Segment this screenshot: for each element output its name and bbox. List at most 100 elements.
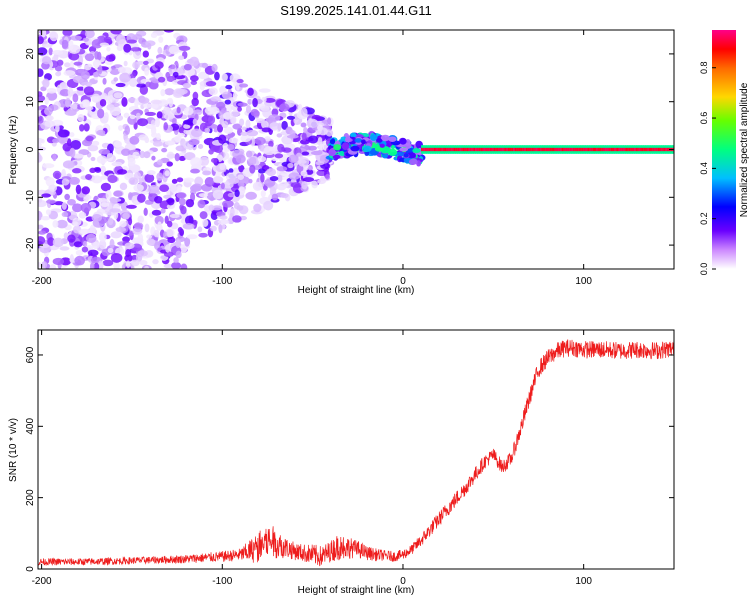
spectrogram-band-core	[442, 147, 446, 152]
spectrogram-cell	[184, 236, 191, 247]
spectrogram-x-tick-label: -200	[32, 276, 52, 287]
spectrogram-cell	[228, 168, 234, 174]
spectrogram-band-core	[627, 147, 630, 152]
spectrogram-band-core	[549, 147, 552, 152]
spectrogram-cell	[45, 115, 54, 121]
spectrogram-band-core	[552, 147, 556, 152]
spectrogram-cell	[151, 209, 162, 216]
spectrogram-cell	[92, 140, 100, 147]
spectrogram-cell	[240, 131, 249, 136]
spectrogram-cell	[56, 219, 68, 229]
spectrogram-band-core	[563, 147, 567, 152]
colorbar-tick-label: 0.0	[699, 263, 709, 276]
spectrogram-cell	[208, 204, 215, 212]
spectrogram-cell	[132, 61, 141, 69]
spectrogram-cell	[173, 257, 179, 264]
spectrogram-cell	[68, 52, 80, 61]
spectrogram-cell	[156, 111, 163, 119]
spectrogram-cell	[178, 55, 185, 60]
spectrogram-cell	[116, 115, 124, 121]
spectrogram-band-core	[619, 147, 623, 152]
spectrogram-cell	[239, 118, 245, 127]
spectrogram-cell	[219, 162, 226, 171]
spectrogram-cell	[38, 152, 41, 163]
spectrogram-cell	[238, 83, 249, 88]
spectrogram-cell	[91, 213, 103, 222]
spectrogram-cell	[301, 131, 307, 142]
spectrogram-cell	[204, 176, 215, 187]
spectrogram-cell	[281, 120, 288, 130]
spectrogram-cell	[237, 106, 242, 112]
spectrogram-cell	[152, 259, 159, 265]
spectrogram-cell	[100, 175, 108, 180]
snr-x-tick-label: -100	[212, 576, 232, 587]
spectrogram-cell	[218, 134, 227, 145]
spectrogram-cell	[91, 39, 103, 49]
spectrogram-cell	[133, 49, 142, 60]
spectrogram-cell	[158, 36, 164, 43]
spectrogram-cell	[100, 202, 109, 208]
spectrogram-cell	[123, 60, 128, 67]
spectrogram-cell	[198, 232, 208, 238]
spectrogram-cell	[151, 155, 156, 161]
spectrogram-cell	[116, 169, 128, 175]
colorbar-tick-label: 0.4	[699, 162, 709, 175]
spectrogram-cell	[217, 219, 230, 225]
spectrogram-cell	[70, 139, 82, 150]
spectrogram-cell	[121, 97, 128, 107]
spectrogram-cell	[232, 123, 243, 130]
spectrogram-cell	[92, 241, 100, 250]
spectrogram-cell	[38, 110, 42, 117]
spectrogram-band-core	[536, 147, 539, 152]
spectrogram-band-core	[625, 147, 628, 152]
spectrogram-cell	[52, 220, 59, 228]
spectrogram-band-core	[525, 147, 529, 152]
spectrogram-band-core	[646, 147, 650, 152]
spectrogram-cell	[85, 135, 94, 142]
spectrogram-cell	[182, 82, 192, 89]
spectrogram-band-core	[533, 147, 536, 152]
spectrogram-cell	[41, 56, 52, 65]
spectrogram-cell	[123, 43, 132, 53]
spectrogram-cell	[262, 108, 272, 118]
spectrogram-cell	[399, 137, 407, 145]
spectrogram-cell	[110, 252, 123, 263]
spectrogram-cell	[315, 161, 325, 166]
colorbar-ticks: 0.0 0.2 0.4 0.6 0.8	[699, 61, 716, 275]
spectrogram-band-core	[460, 147, 464, 152]
spectrogram-cell	[146, 238, 156, 246]
spectrogram-cell	[154, 117, 160, 128]
spectrogram-cell	[265, 168, 277, 177]
spectrogram-cell	[165, 71, 171, 79]
spectrogram-cell	[175, 239, 182, 248]
spectrogram-cell	[164, 88, 175, 96]
spectrogram-band-core	[578, 147, 581, 152]
spectrogram-cell	[96, 155, 108, 164]
spectrogram-cell	[105, 189, 112, 200]
colorbar: 0.0 0.2 0.4 0.6 0.8 Normalized spectral ampl…	[699, 30, 750, 275]
spectrogram-cell	[45, 209, 52, 215]
spectrogram-cell	[111, 161, 123, 167]
spectrogram-cell	[98, 239, 107, 250]
snr-line	[38, 339, 674, 567]
spectrogram-band-core	[571, 147, 574, 152]
spectrogram-cell	[221, 120, 229, 129]
spectrogram-cell	[130, 259, 140, 267]
spectrogram-cell	[115, 82, 126, 88]
spectrogram-cell	[62, 142, 72, 152]
spectrogram-band-core	[439, 147, 442, 152]
spectrogram-band-core	[554, 147, 558, 152]
spectrogram-cell	[147, 42, 152, 50]
spectrogram-cell	[128, 217, 133, 226]
spectrogram-band-core	[486, 147, 489, 152]
spectrogram-cell	[308, 145, 317, 151]
spectrogram-band-core	[431, 147, 435, 152]
spectrogram-cell	[326, 117, 332, 125]
spectrogram-cell	[165, 244, 171, 253]
spectrogram-cell	[183, 106, 194, 116]
spectrogram-cell	[207, 115, 216, 125]
spectrogram-cell	[118, 125, 124, 131]
spectrogram-cell	[363, 145, 372, 152]
spectrogram-cell	[147, 184, 160, 194]
spectrogram-cell	[115, 34, 126, 45]
